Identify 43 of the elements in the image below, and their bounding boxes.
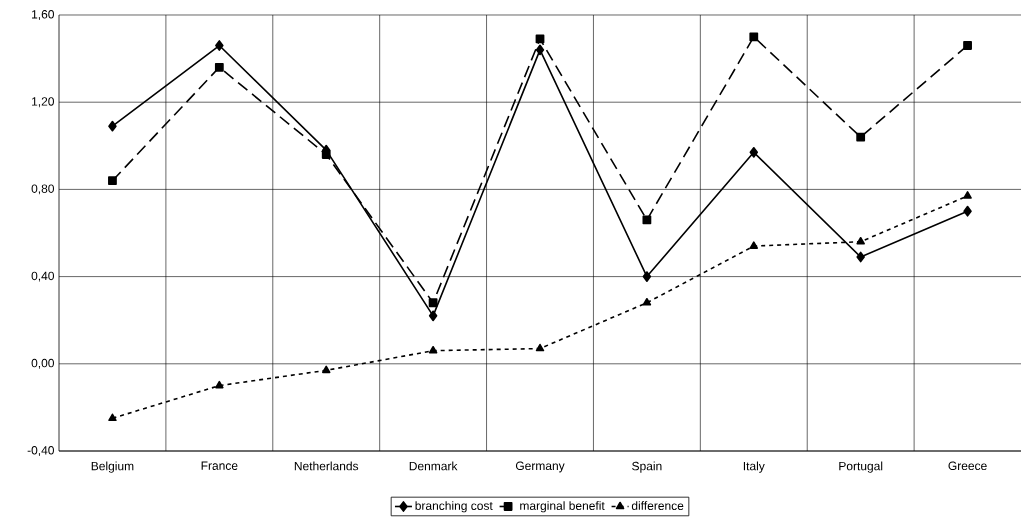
x-tick-label: France xyxy=(201,461,238,470)
point xyxy=(535,44,545,56)
x-tick-label: Netherlands xyxy=(294,461,359,471)
point xyxy=(856,236,865,245)
point xyxy=(963,41,972,50)
point xyxy=(428,298,438,308)
y-tick-label: -0,40 xyxy=(27,446,54,456)
point xyxy=(642,271,652,282)
y-tick-label: 0,00 xyxy=(31,358,54,369)
x-tick-label: Germany xyxy=(515,461,565,473)
x-tick-label: Belgium xyxy=(91,461,134,473)
point xyxy=(642,297,652,306)
point xyxy=(963,205,972,217)
point xyxy=(214,62,224,72)
point xyxy=(321,150,331,159)
point xyxy=(749,146,759,158)
legend-label: marginal benefit xyxy=(520,501,605,513)
legend-label: branching cost xyxy=(415,501,493,513)
x-tick-label: Portugal xyxy=(839,461,883,473)
point xyxy=(215,40,224,51)
point xyxy=(108,176,117,186)
x-tick-label: Italy xyxy=(743,461,765,473)
point xyxy=(856,132,866,142)
x-tick-label: Greece xyxy=(948,461,987,471)
x-tick-label: Denmark xyxy=(409,461,458,471)
point xyxy=(642,215,652,225)
y-tick-label: 0,40 xyxy=(31,271,54,282)
y-tick-label: 1,20 xyxy=(32,97,54,108)
x-tick-label: Spain xyxy=(632,461,662,473)
point xyxy=(428,310,438,322)
point xyxy=(108,413,117,422)
point xyxy=(321,365,331,374)
y-tick-label: 1,60 xyxy=(32,10,54,20)
point xyxy=(108,120,117,132)
point xyxy=(749,241,759,249)
point xyxy=(428,345,438,354)
legend-label: difference xyxy=(631,501,684,510)
point xyxy=(963,191,972,199)
point xyxy=(215,380,224,389)
y-tick-label: 0,80 xyxy=(31,184,54,195)
point xyxy=(856,251,865,263)
point xyxy=(749,32,759,42)
point xyxy=(535,343,545,352)
